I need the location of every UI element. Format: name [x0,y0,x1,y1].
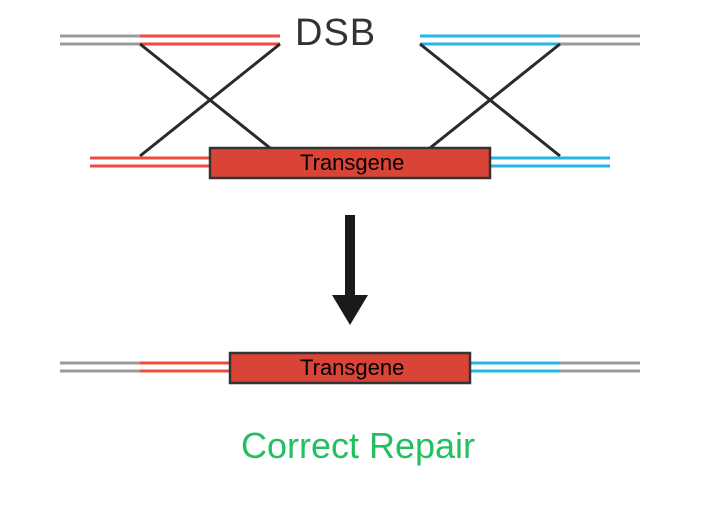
result-label: Correct Repair [0,425,716,467]
crossover-right [420,44,560,156]
top-strand-left [60,36,280,44]
transgene-label-result: Transgene [300,355,400,381]
crossover-left [140,44,280,156]
top-strand-right [420,36,640,44]
hr-repair-diagram: DSB Transgene Transgene Correct Repair [0,0,716,511]
dsb-label: DSB [295,12,376,55]
arrow-down-icon [332,215,368,325]
transgene-label-donor: Transgene [300,150,400,176]
